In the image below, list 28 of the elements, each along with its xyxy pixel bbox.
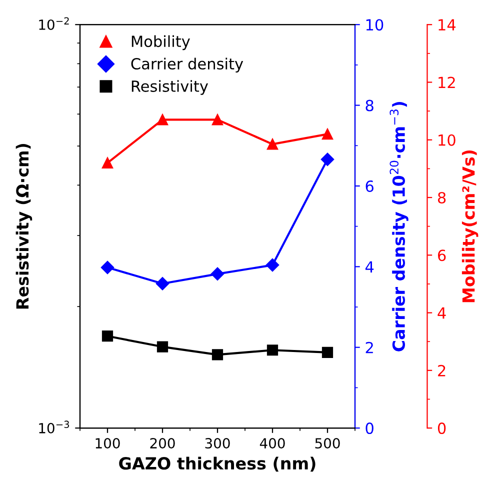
x-tick-label: 400 [260, 438, 285, 449]
y2-tick-label: 6 [366, 180, 374, 192]
y3-tick-label: 8 [438, 192, 446, 204]
y2-axis-title: Carrier density (10$^{20}$·cm$^{−3}$) [390, 102, 408, 352]
x-tick-label: 300 [205, 438, 230, 449]
y2-tick-label: 8 [366, 100, 374, 112]
y2-tick-label: 2 [366, 342, 373, 354]
y3-tick-label: 6 [438, 250, 446, 262]
legend-label: Resistivity [132, 80, 208, 95]
y-axis-title: Resistivity (Ω·cm) [16, 144, 32, 309]
legend-label: Carrier density [131, 58, 244, 73]
y3-tick-label: 10 [438, 134, 456, 146]
x-tick-label: 500 [315, 438, 340, 449]
y3-tick-label: 4 [438, 307, 446, 319]
y3-tick-label: 14 [438, 19, 456, 30]
x-axis-title: GAZO thickness (nm) [119, 456, 316, 472]
y-tick-label: 10$^{−2}$ [39, 17, 69, 30]
x-tick-label: 100 [96, 438, 120, 449]
y2-tick-label: 0 [366, 422, 374, 434]
y3-axis-title: Mobility(cm²/Vs) [462, 150, 478, 302]
y3-tick-label: 12 [438, 76, 455, 88]
y2-tick-label: 4 [365, 261, 374, 272]
legend-label: Mobility [132, 35, 190, 50]
y2-tick-label: 10 [366, 19, 384, 31]
y-tick-label: 10$^{−3}$ [39, 420, 69, 434]
y3-tick-label: 0 [438, 422, 446, 434]
y3-tick-label: 2 [438, 364, 446, 376]
x-tick-label: 200 [150, 438, 175, 449]
